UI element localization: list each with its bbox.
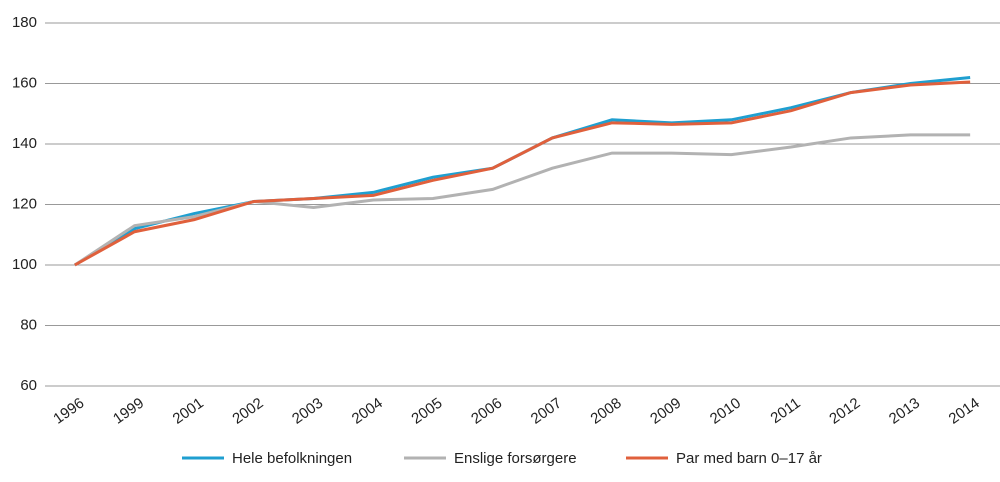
x-tick-label: 2012: [826, 395, 863, 428]
x-tick-label: 2011: [767, 395, 803, 427]
legend-label: Par med barn 0–17 år: [676, 450, 822, 467]
y-tick-label: 140: [12, 135, 37, 152]
x-tick-label: 2003: [289, 395, 326, 428]
y-tick-label: 160: [12, 74, 37, 91]
series-line: [74, 75, 971, 267]
x-tick-label: 2005: [408, 395, 445, 428]
legend-label: Hele befolkningen: [232, 450, 352, 467]
x-tick-label: 2009: [647, 395, 684, 428]
y-tick-label: 60: [20, 377, 37, 394]
x-tick-label: 2001: [170, 395, 207, 428]
x-tick-label: 2010: [707, 395, 744, 428]
y-tick-label: 100: [12, 256, 37, 273]
x-tick-label: 1999: [110, 395, 147, 428]
y-tick-label: 80: [20, 316, 37, 333]
x-tick-label: 2007: [528, 395, 565, 428]
x-tick-label: 2008: [588, 395, 625, 428]
series-line: [74, 80, 971, 267]
x-tick-label: 1996: [50, 395, 87, 428]
legend-label: Enslige forsørgere: [454, 450, 577, 467]
y-tick-label: 120: [12, 195, 37, 212]
x-tick-label: 2006: [468, 395, 505, 428]
x-tick-label: 2004: [349, 395, 386, 428]
x-tick-label: 2013: [886, 395, 923, 428]
x-tick-label: 2014: [946, 395, 983, 428]
x-tick-label: 2002: [229, 395, 266, 428]
y-tick-label: 180: [12, 14, 37, 31]
